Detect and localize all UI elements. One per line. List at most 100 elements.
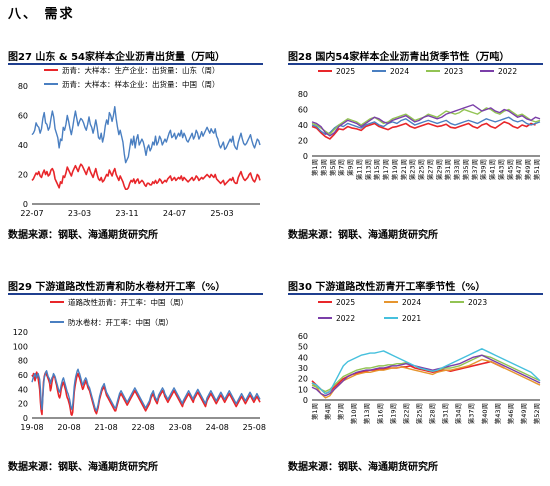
series-line-2025	[311, 360, 505, 395]
chart-title-fig30: 图30 下游道路改性沥青开工率季节性（%）	[288, 282, 486, 293]
chart-fig29: 0 20 40 60 80 100 120 19-08 20-08 21-08 22-08 23-08…	[13, 297, 266, 432]
data-source: 数据来源：钢联、海通期货研究所	[288, 462, 438, 473]
y-tick-label: 50	[298, 343, 308, 352]
x-tick-label: 第21周	[399, 159, 408, 180]
x-tick-label: 19-08	[20, 423, 43, 432]
x-tick-label: 第31周	[441, 403, 450, 424]
legend-label: 道路改性沥青：开工率：中国（周）	[68, 297, 188, 307]
x-tick-label: 第29周	[434, 159, 443, 180]
x-tick-label: 第13周	[363, 159, 372, 180]
y-tick-label: 80	[18, 82, 28, 91]
section-title: 八、 需求	[8, 7, 75, 22]
x-tick-label: 第22周	[401, 403, 410, 424]
x-tick-label: 第25周	[414, 403, 423, 424]
y-tick-label: 0	[23, 414, 28, 423]
y-tick-label: 40	[18, 141, 28, 150]
x-tick-label: 22-07	[20, 209, 43, 218]
series-line-2024	[311, 358, 541, 399]
x-tick-label: 21-08	[94, 423, 117, 432]
x-tick-label: 第1周	[310, 159, 319, 176]
legend-label: 2024	[390, 67, 409, 76]
x-tick-label: 第43周	[493, 403, 502, 424]
y-tick-label: 10	[298, 385, 308, 394]
x-tick-label: 第5周	[328, 159, 337, 176]
x-tick-label: 第10周	[349, 403, 358, 424]
y-tick-label: 60	[298, 332, 308, 341]
y-tick-label: 0	[303, 152, 308, 161]
legend-label: 沥青：大样本：生产企业：出货量：山东（周）	[62, 65, 220, 75]
x-tick-label: 第41周	[488, 159, 497, 180]
series-line-2025	[311, 121, 536, 140]
y-tick-label: 20	[18, 400, 28, 409]
x-tick-label: 第39周	[479, 159, 488, 180]
x-tick-label: 第4周	[323, 403, 332, 420]
legend-label: 2021	[402, 314, 421, 323]
series-line-沥青：大样本：样本企业：	[31, 105, 261, 164]
y-tick-label: 20	[18, 171, 28, 180]
x-tick-label: 22-08	[132, 423, 155, 432]
x-tick-label: 第23周	[408, 159, 417, 180]
x-tick-label: 第37周	[470, 159, 479, 180]
series-line-道路改性沥青：开工率：中	[31, 371, 261, 416]
y-tick-label: 80	[298, 90, 308, 99]
y-tick-label: 60	[298, 106, 308, 115]
x-tick-label: 第31周	[443, 159, 452, 180]
series-line-2021	[311, 348, 541, 395]
legend-label: 2022	[498, 67, 517, 76]
series-line-防水卷材：开工率：中国（	[31, 368, 261, 412]
x-tick-label: 第46周	[506, 403, 515, 424]
y-tick-label: 0	[303, 396, 308, 405]
y-tick-label: 100	[13, 342, 28, 351]
y-tick-label: 20	[298, 137, 308, 146]
x-tick-label: 第13周	[362, 403, 371, 424]
x-tick-label: 第40周	[480, 403, 489, 424]
series-line-2023	[311, 107, 541, 136]
y-tick-label: 60	[18, 371, 28, 380]
series-line-2022	[311, 354, 541, 397]
y-tick-label: 40	[298, 353, 308, 362]
x-tick-label: 第16周	[375, 403, 384, 424]
legend-label: 2022	[336, 314, 355, 323]
legend-label: 2025	[336, 67, 355, 76]
legend-label: 2024	[402, 298, 421, 307]
x-tick-label: 第11周	[354, 159, 363, 180]
title-rule	[8, 293, 263, 295]
x-tick-label: 第25周	[417, 159, 426, 180]
y-tick-label: 120	[13, 328, 28, 337]
y-tick-label: 40	[18, 385, 28, 394]
x-tick-label: 第19周	[390, 159, 399, 180]
x-tick-label: 第1周	[310, 403, 319, 420]
x-tick-label: 23-11	[115, 209, 138, 218]
title-rule	[8, 63, 263, 65]
x-tick-label: 第7周	[337, 159, 346, 176]
legend-label: 防水卷材：开工率：中国（周）	[68, 317, 173, 327]
x-tick-label: 第49周	[519, 403, 528, 424]
title-rule	[288, 63, 543, 65]
legend-label: 2023	[468, 298, 487, 307]
x-tick-label: 第15周	[372, 159, 381, 180]
chart-fig27: 0 20 40 60 80 22-07 23-03 23-11 24-07 25-03 沥青：大样本…	[18, 65, 261, 218]
x-tick-label: 第27周	[425, 159, 434, 180]
x-tick-label: 第37周	[467, 403, 476, 424]
x-tick-label: 第33周	[452, 159, 461, 180]
x-tick-label: 第28周	[428, 403, 437, 424]
series-line-2022	[311, 104, 541, 137]
y-tick-label: 80	[18, 357, 28, 366]
x-tick-label: 第34周	[454, 403, 463, 424]
x-tick-label: 24-08	[206, 423, 229, 432]
legend-label: 2025	[336, 298, 355, 307]
data-source: 数据来源：钢联、海通期货研究所	[8, 230, 158, 241]
x-tick-label: 第47周	[514, 159, 523, 180]
x-tick-label: 第49周	[523, 159, 532, 180]
x-tick-label: 第52周	[532, 403, 541, 424]
data-source: 数据来源：钢联、海通期货研究所	[8, 462, 158, 473]
y-tick-label: 20	[298, 375, 308, 384]
data-source: 数据来源：钢联、海通期货研究所	[288, 230, 438, 241]
x-tick-label: 第9周	[346, 159, 355, 176]
x-tick-label: 25-08	[243, 423, 266, 432]
x-tick-label: 第43周	[496, 159, 505, 180]
x-tick-label: 第51周	[532, 159, 541, 180]
x-tick-label: 23-08	[169, 423, 192, 432]
x-tick-label: 25-03	[210, 209, 233, 218]
